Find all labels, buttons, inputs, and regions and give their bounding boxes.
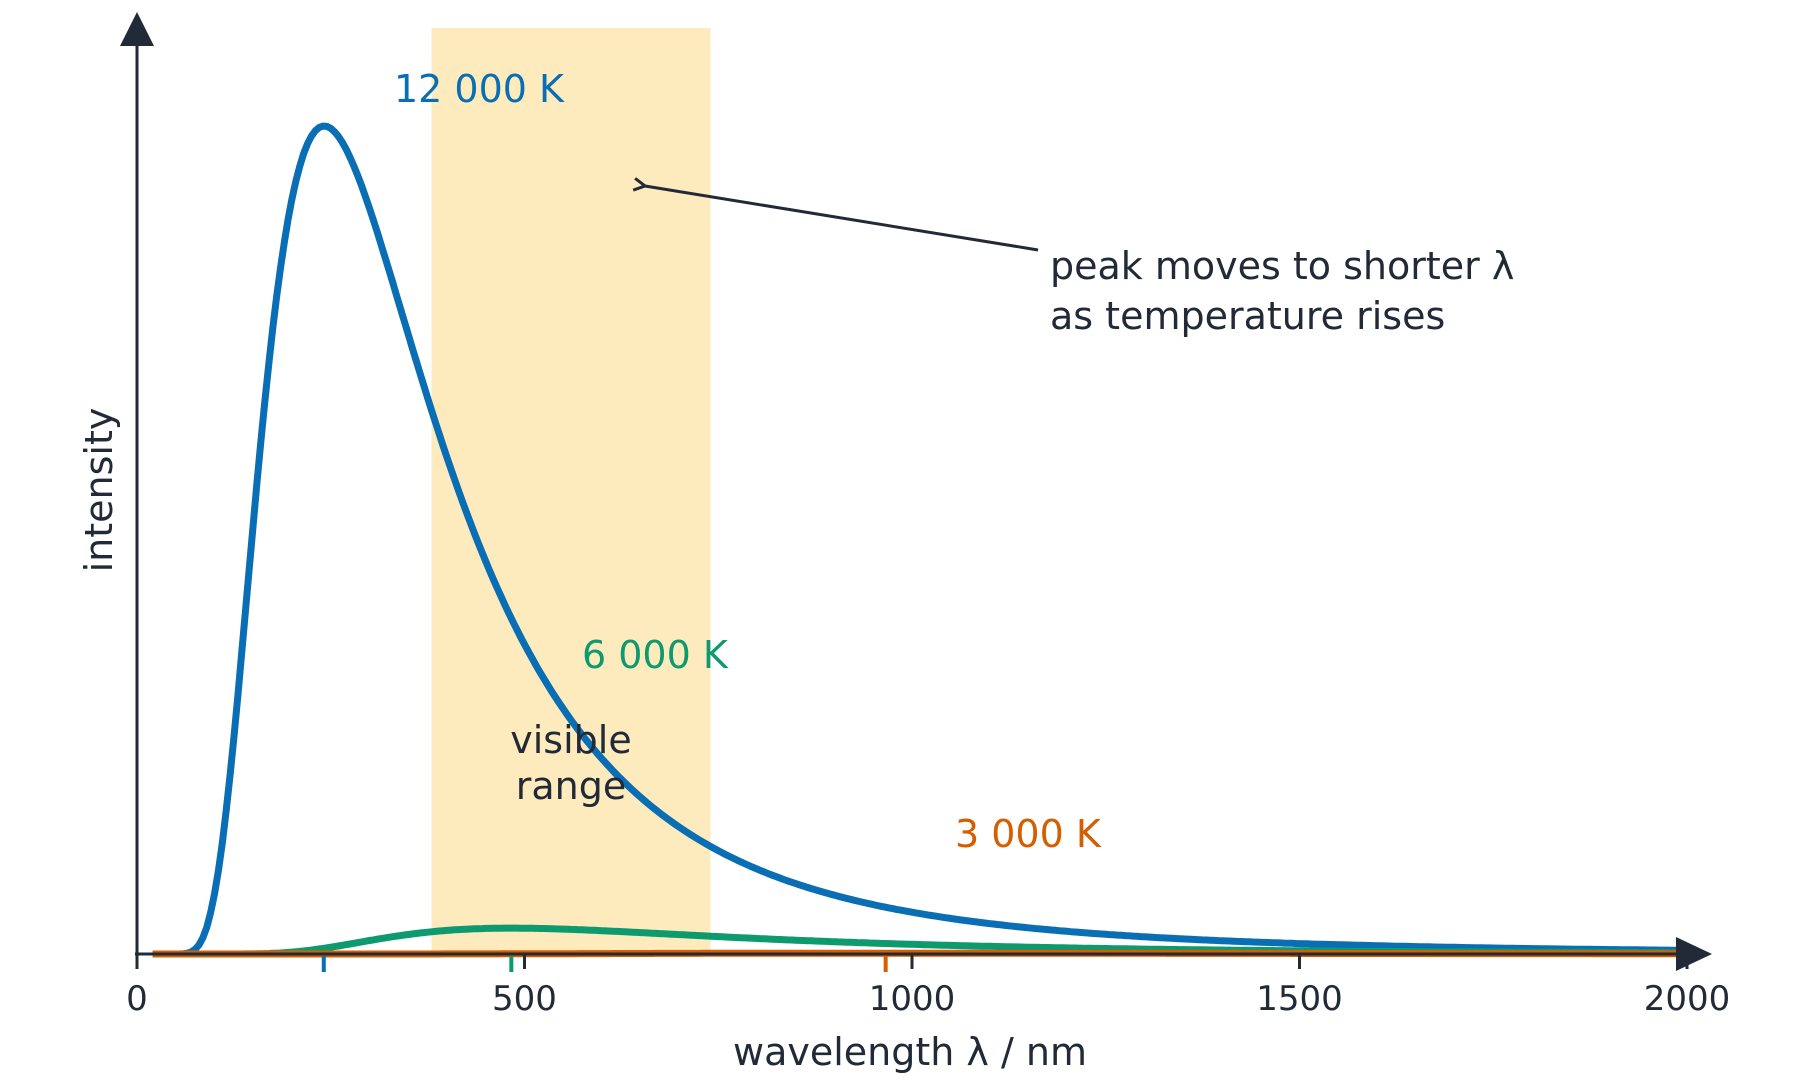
x-ticks: 0 500 1000 1500 2000 [126, 954, 1730, 1019]
series-label-12000k: 12 000 K [394, 67, 565, 111]
series-label-6000k: 6 000 K [582, 633, 729, 677]
series-line-12000k [152, 122, 1687, 958]
x-axis-label: wavelength λ / nm [733, 1030, 1087, 1074]
annotation-arrow [645, 186, 1039, 252]
x-tick-label: 0 [126, 979, 148, 1019]
x-axis-arrow-icon [1676, 937, 1712, 971]
x-tick-label: 1500 [1256, 979, 1343, 1019]
visible-range-label-line1: visible [510, 718, 631, 762]
annotation-line1: peak moves to shorter λ [1050, 244, 1514, 288]
y-axis-label: intensity [77, 408, 121, 573]
y-axis-arrow-icon [120, 12, 154, 46]
visible-range-band [431, 28, 711, 954]
x-tick-label: 1000 [869, 979, 956, 1019]
visible-range-label-line2: range [516, 764, 627, 808]
series-label-3000k: 3 000 K [955, 812, 1102, 856]
peak-markers [321, 956, 888, 972]
x-tick-label: 500 [492, 979, 557, 1019]
x-tick-label: 2000 [1644, 979, 1731, 1019]
annotation-line2: as temperature rises [1050, 294, 1445, 338]
